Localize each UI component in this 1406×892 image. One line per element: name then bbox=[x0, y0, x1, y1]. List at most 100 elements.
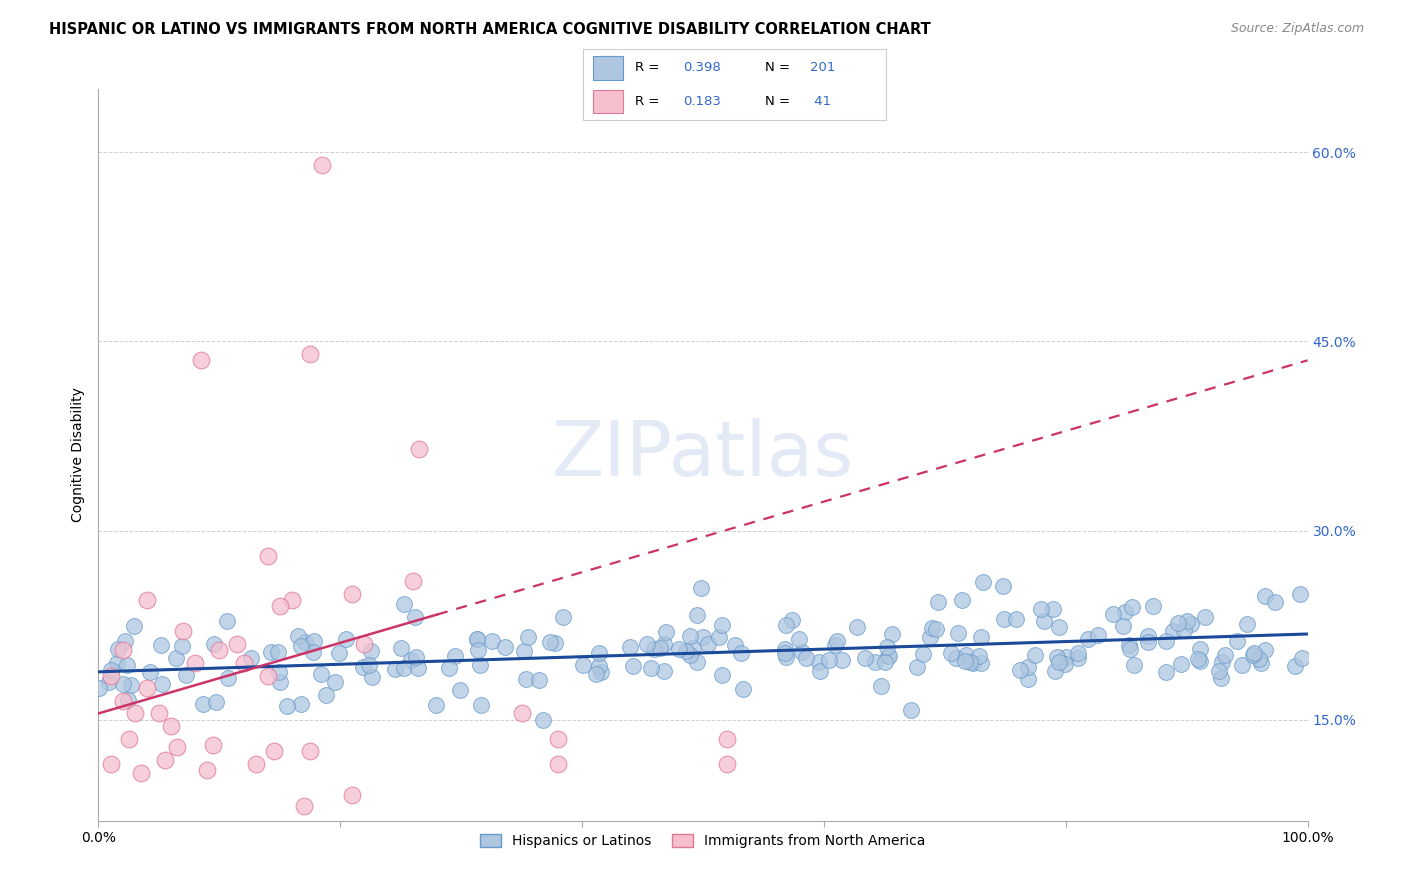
Point bbox=[1213, 648, 1236, 663]
Point bbox=[309, 667, 332, 681]
Point bbox=[1121, 600, 1143, 615]
Point bbox=[1017, 660, 1039, 674]
Point bbox=[650, 640, 672, 655]
Point bbox=[955, 648, 977, 662]
Point bbox=[527, 673, 550, 687]
Point bbox=[114, 634, 136, 648]
Text: R =: R = bbox=[636, 62, 664, 74]
Point bbox=[160, 719, 183, 733]
Point bbox=[315, 688, 337, 702]
Point bbox=[399, 653, 422, 667]
Point bbox=[912, 648, 935, 662]
Point bbox=[239, 650, 262, 665]
Point bbox=[921, 621, 943, 635]
Point bbox=[690, 581, 713, 595]
Point bbox=[1241, 648, 1264, 662]
Point bbox=[1119, 642, 1142, 657]
Point bbox=[515, 672, 537, 686]
Point bbox=[1008, 663, 1031, 677]
Point bbox=[773, 646, 796, 660]
Point bbox=[1264, 595, 1286, 609]
Point bbox=[115, 658, 138, 673]
Point bbox=[1208, 664, 1230, 678]
Point bbox=[959, 655, 981, 669]
Point bbox=[512, 644, 534, 658]
Point bbox=[941, 646, 963, 660]
Point bbox=[392, 661, 415, 675]
Point bbox=[876, 640, 898, 654]
Point bbox=[817, 652, 839, 666]
Point bbox=[775, 649, 797, 664]
Point bbox=[1250, 657, 1272, 671]
Point bbox=[707, 630, 730, 644]
Point bbox=[652, 664, 675, 678]
Point bbox=[1047, 655, 1070, 669]
Point bbox=[301, 644, 323, 658]
Point bbox=[654, 637, 676, 651]
Point bbox=[290, 639, 312, 653]
Y-axis label: Cognitive Disability: Cognitive Disability bbox=[72, 387, 86, 523]
Point bbox=[267, 645, 290, 659]
Point bbox=[232, 656, 254, 670]
Point bbox=[1046, 649, 1069, 664]
Point bbox=[1161, 624, 1184, 639]
Point bbox=[468, 658, 491, 673]
Point bbox=[107, 642, 129, 657]
Point bbox=[551, 610, 574, 624]
Point bbox=[877, 648, 900, 663]
Point bbox=[1114, 605, 1136, 619]
Point bbox=[357, 657, 380, 672]
Point bbox=[547, 731, 569, 746]
Point bbox=[245, 756, 267, 771]
Point bbox=[392, 598, 415, 612]
Point bbox=[955, 654, 977, 668]
Point bbox=[1154, 634, 1177, 648]
Point bbox=[105, 657, 128, 671]
Text: 201: 201 bbox=[810, 62, 835, 74]
Point bbox=[870, 679, 893, 693]
Text: N =: N = bbox=[765, 95, 794, 108]
Point bbox=[794, 651, 817, 665]
Point bbox=[724, 638, 747, 652]
Point bbox=[172, 639, 194, 653]
Point bbox=[97, 675, 120, 690]
Point bbox=[1291, 650, 1313, 665]
Point bbox=[287, 629, 309, 643]
Point bbox=[945, 651, 967, 665]
Point bbox=[1253, 589, 1275, 603]
Point bbox=[328, 646, 350, 660]
Point bbox=[443, 649, 465, 664]
Point bbox=[470, 698, 492, 712]
Point bbox=[1136, 629, 1159, 643]
Point bbox=[437, 661, 460, 675]
Point bbox=[1054, 649, 1077, 664]
Point bbox=[299, 744, 322, 758]
Point bbox=[1243, 646, 1265, 660]
Point bbox=[900, 703, 922, 717]
Point bbox=[402, 574, 425, 588]
Point bbox=[544, 636, 567, 650]
Point bbox=[1236, 617, 1258, 632]
Point bbox=[918, 630, 941, 644]
Point bbox=[172, 624, 194, 639]
Point bbox=[404, 610, 426, 624]
Point bbox=[775, 618, 797, 632]
Point bbox=[112, 677, 135, 691]
Point bbox=[538, 635, 561, 649]
Point bbox=[636, 637, 658, 651]
Point bbox=[621, 659, 644, 673]
Point bbox=[1101, 607, 1123, 621]
Point bbox=[950, 593, 973, 607]
Point bbox=[730, 646, 752, 660]
Point bbox=[204, 637, 226, 651]
Point bbox=[1180, 617, 1202, 632]
Point bbox=[1247, 652, 1270, 666]
Point bbox=[824, 638, 846, 652]
Point bbox=[174, 668, 197, 682]
Text: 41: 41 bbox=[810, 95, 831, 108]
Point bbox=[686, 608, 709, 623]
Point bbox=[150, 677, 173, 691]
Point bbox=[1066, 650, 1088, 665]
Point bbox=[696, 637, 718, 651]
Point bbox=[269, 665, 291, 680]
